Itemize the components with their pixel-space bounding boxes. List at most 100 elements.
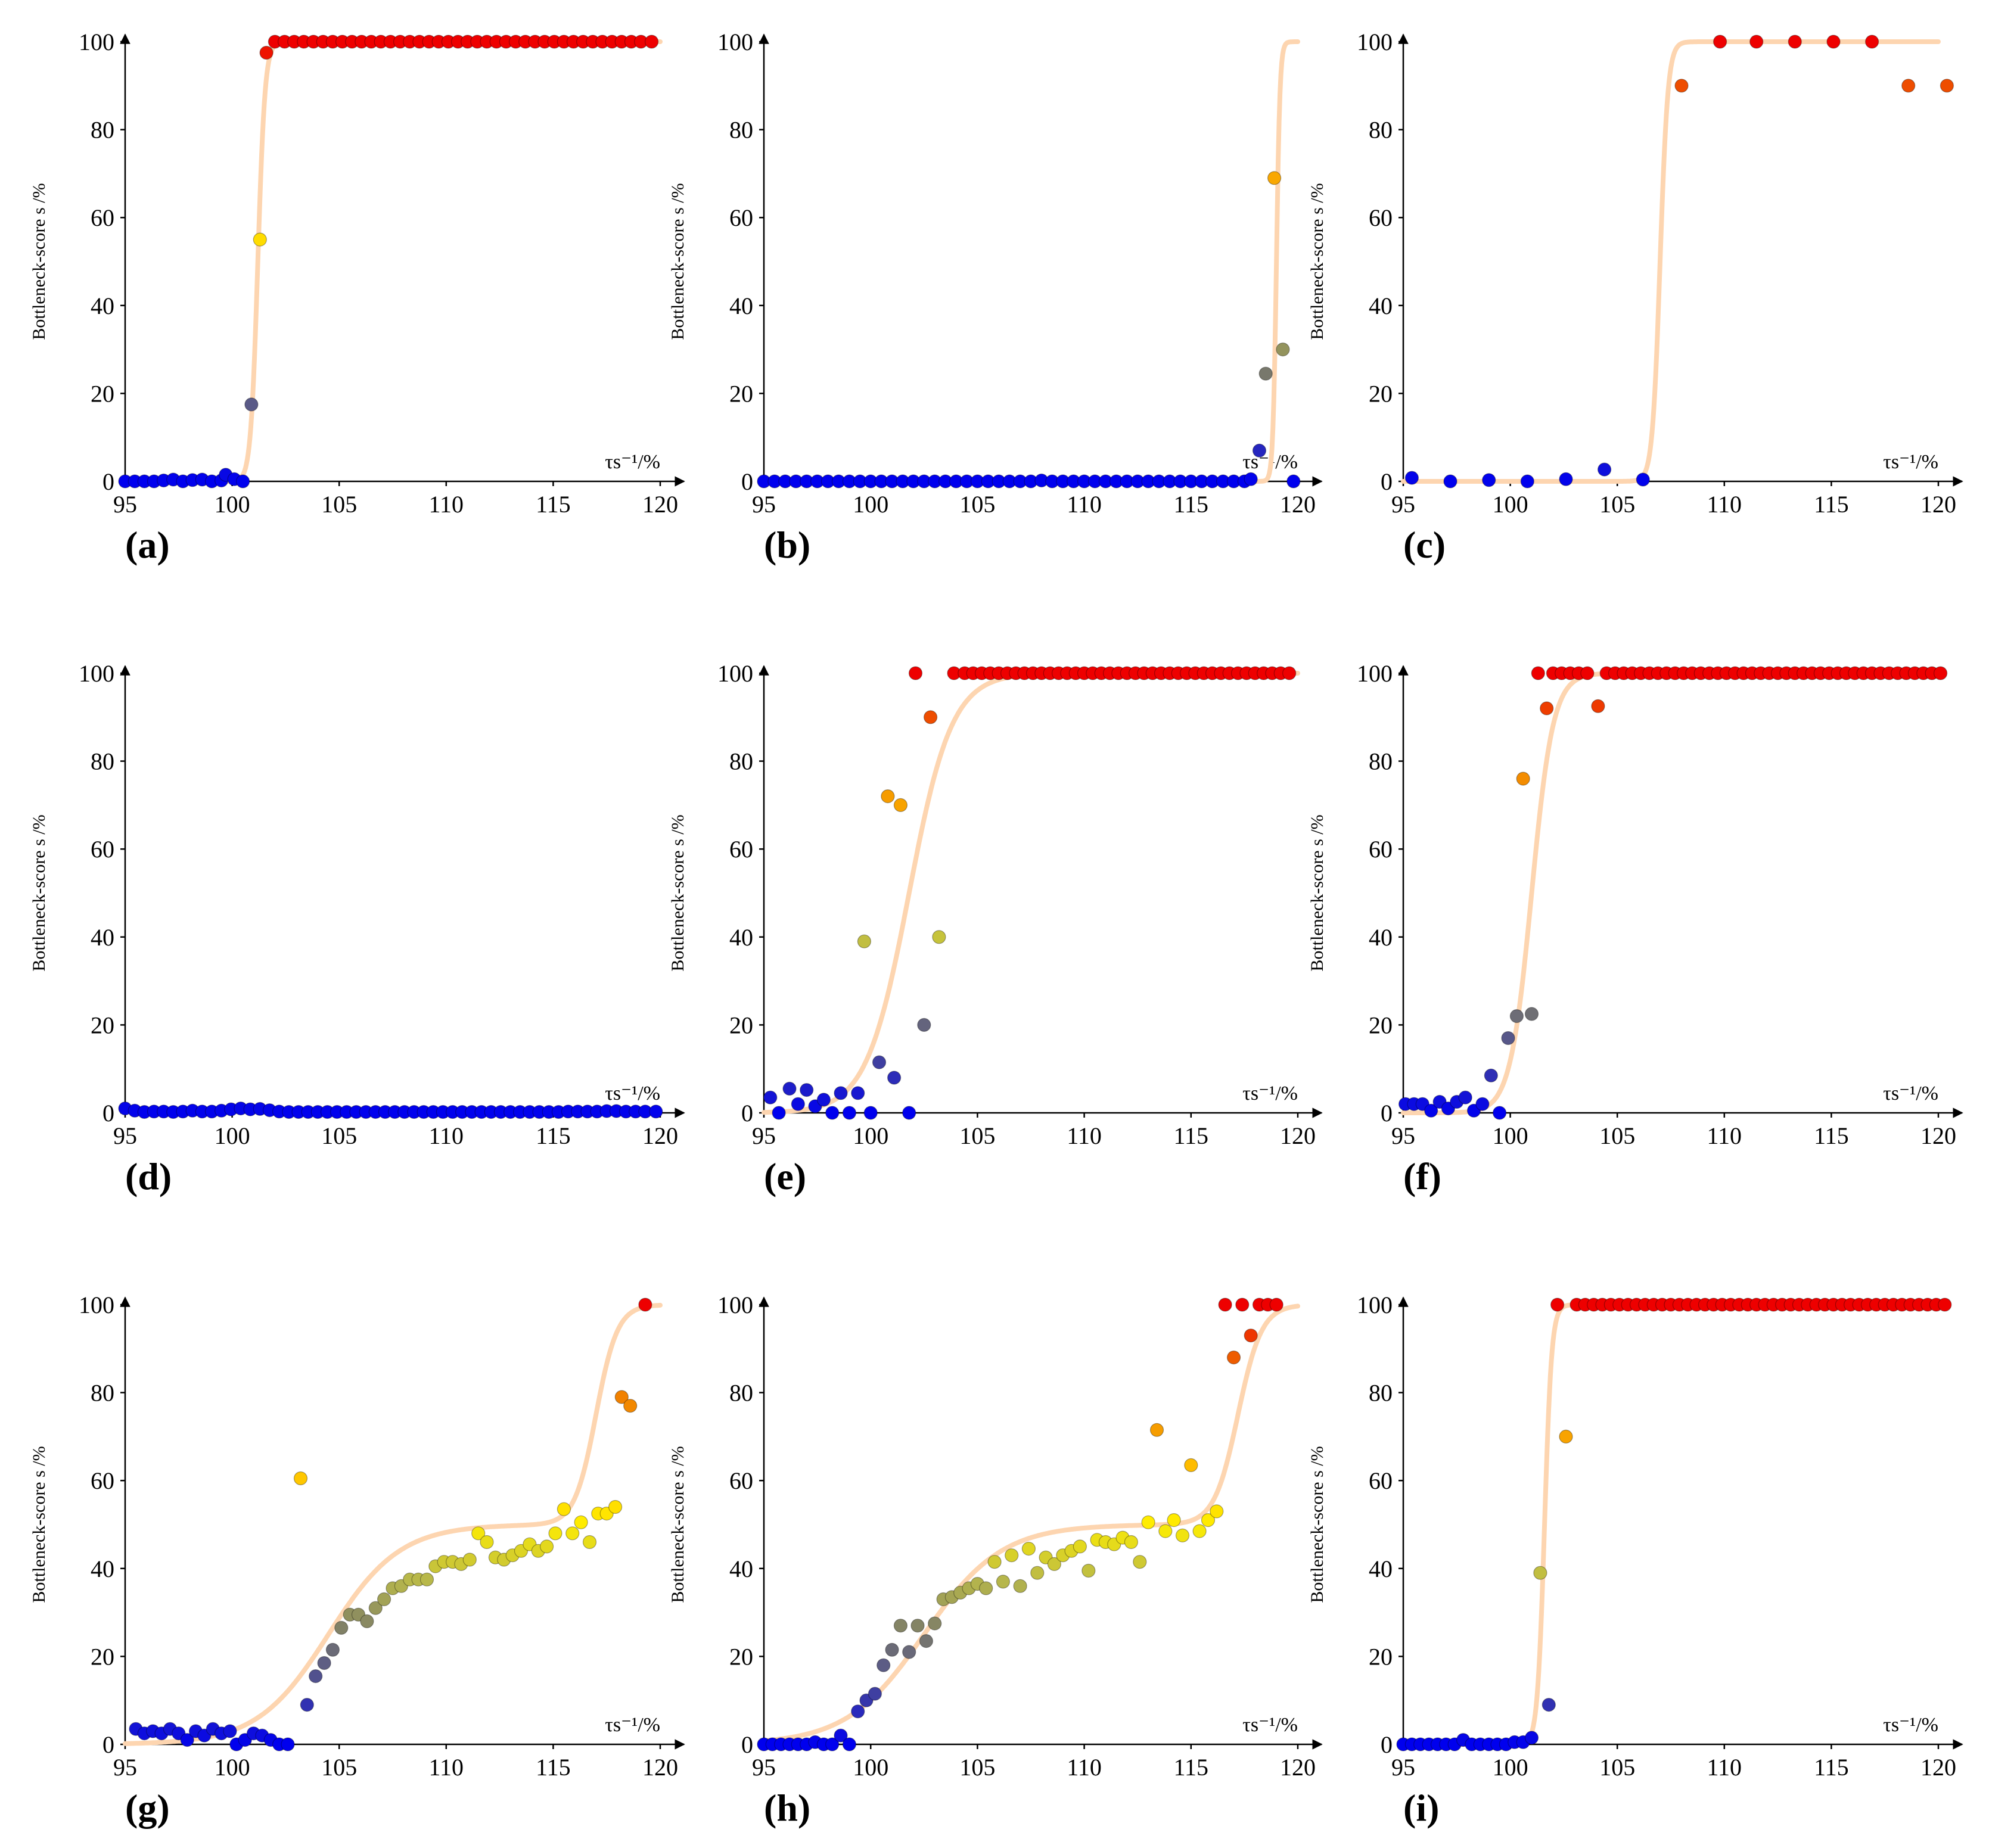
data-point [1865,35,1879,49]
data-point [244,397,259,412]
y-tick-label: 40 [729,924,753,951]
data-point [1540,701,1554,715]
data-point [763,1090,778,1105]
data-point [1184,1458,1198,1472]
x-tick-label: 115 [536,1754,571,1781]
x-tick-label: 100 [215,491,250,518]
data-point [1501,1031,1515,1046]
data-point [1674,79,1689,93]
y-tick-label: 40 [1369,924,1393,951]
y-tick-label: 0 [741,1731,753,1758]
y-tick-label: 80 [91,1380,114,1407]
x-tick-label: 105 [959,491,995,518]
data-point [1404,471,1419,485]
data-point [281,1737,295,1751]
data-point [1141,1515,1155,1529]
x-tick-label: 120 [1920,1754,1956,1781]
x-tick-label: 105 [1599,1122,1635,1149]
data-point [1210,1504,1224,1519]
data-point [1533,1566,1547,1580]
data-point [259,45,274,60]
data-point [1531,666,1545,680]
y-tick-label: 60 [91,1467,114,1494]
panel-label: (a) [125,524,170,566]
data-point [917,1018,931,1032]
data-point [309,1669,323,1684]
data-point [1443,474,1457,489]
x-axis-label: τs⁻¹/% [605,451,660,473]
data-point [1524,1731,1539,1745]
data-point [223,1724,237,1738]
data-point [1192,1524,1207,1538]
x-tick-label: 115 [1814,491,1849,518]
x-tick-label: 110 [1707,1754,1742,1781]
y-tick-label: 0 [102,1731,114,1758]
x-axis-label: τs⁻¹/% [1242,1714,1298,1736]
panel-label: (h) [764,1787,810,1829]
data-point [1509,1009,1524,1023]
data-point [1940,79,1954,93]
y-tick-label: 60 [1369,836,1393,863]
x-axis-label: τs⁻¹/% [605,1082,660,1105]
y-axis-label: Bottleneck-score s /% [29,183,49,340]
y-axis-label: Bottleneck-score s /% [29,814,49,971]
data-point [623,1399,638,1413]
x-tick-label: 95 [752,1754,776,1781]
data-point [368,1601,383,1615]
x-axis-label: τs⁻¹/% [1242,1082,1298,1105]
data-point [791,1097,805,1111]
y-tick-label: 60 [729,1467,753,1494]
x-tick-label: 95 [113,491,137,518]
data-point [1244,472,1258,486]
x-tick-label: 105 [321,1754,357,1781]
y-tick-label: 100 [79,660,114,687]
data-point [1133,1555,1147,1569]
data-point [910,1619,925,1633]
x-tick-label: 100 [853,1122,888,1149]
x-tick-label: 115 [1174,1754,1209,1781]
data-point [893,1619,908,1633]
chart-panel-h: 0 20 40 60 80 100 95 100 105 110 115 120 Bottleneck-… [668,1292,1323,1829]
y-tick-label: 20 [729,1012,753,1038]
chart-panel-i: 0 20 40 60 80 100 95 100 105 110 115 120 Bottleneck-… [1307,1292,1963,1829]
y-tick-label: 20 [1369,380,1393,407]
x-tick-label: 95 [113,1122,137,1149]
data-point [902,1645,916,1659]
data-point [928,1616,942,1631]
data-point [1516,771,1530,786]
data-point [1713,35,1727,49]
x-tick-label: 115 [1174,491,1209,518]
x-tick-label: 120 [1920,491,1956,518]
y-tick-label: 20 [729,380,753,407]
data-point [851,1086,865,1100]
x-tick-label: 105 [959,1122,995,1149]
x-tick-label: 105 [959,1754,995,1781]
y-tick-label: 20 [91,380,114,407]
data-point [908,666,923,680]
panel-label: (c) [1403,524,1446,566]
y-tick-label: 20 [1369,1643,1393,1670]
y-tick-label: 100 [717,29,753,55]
data-point [842,1106,857,1120]
y-tick-label: 0 [102,1100,114,1127]
y-axis-label: Bottleneck-score s /% [668,814,688,971]
data-point [1591,699,1605,713]
y-tick-label: 100 [1357,29,1393,55]
data-point [1158,1524,1173,1538]
data-point [1030,1566,1045,1580]
y-tick-label: 0 [741,468,753,495]
data-point [1252,443,1267,458]
x-tick-label: 115 [536,491,571,518]
data-point [1520,474,1534,489]
x-tick-label: 105 [1599,491,1635,518]
y-tick-label: 100 [717,1292,753,1318]
y-tick-label: 60 [91,204,114,231]
x-tick-label: 110 [429,1754,464,1781]
data-point [471,1526,486,1541]
data-point [800,1082,814,1097]
x-axis-label: τs⁻¹/% [1883,1082,1938,1105]
y-axis-label: Bottleneck-score s /% [1307,1446,1327,1603]
data-point [293,1471,308,1486]
data-point [887,1071,902,1085]
chart-panel-b: 0 20 40 60 80 100 95 100 105 110 115 120 Bottleneck-… [668,29,1323,566]
